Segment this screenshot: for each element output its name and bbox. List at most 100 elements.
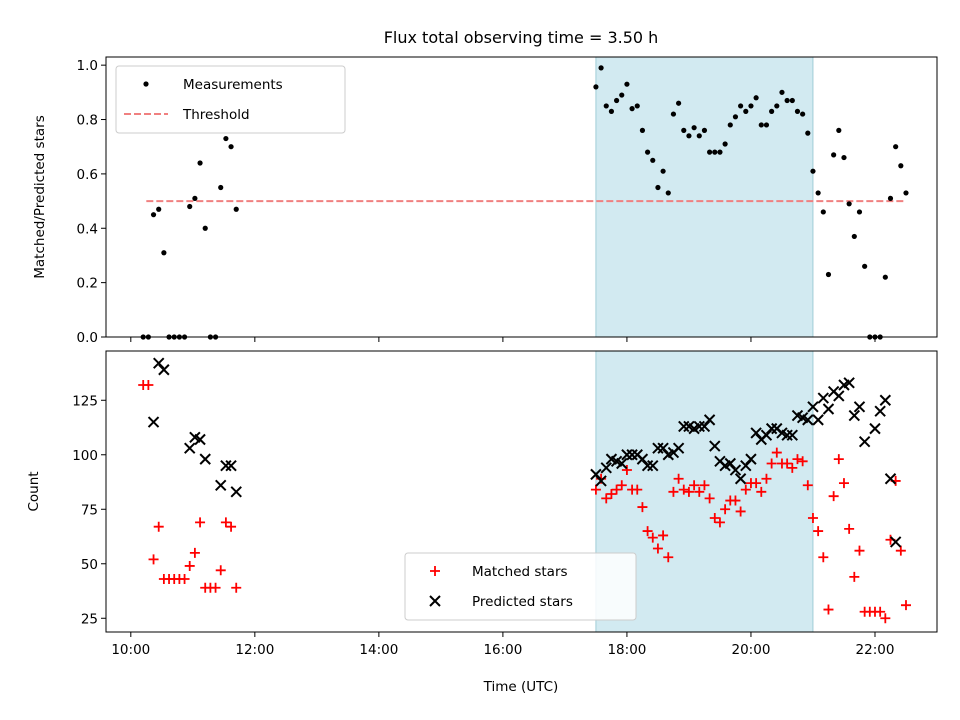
predicted-point — [889, 536, 902, 548]
measurement-point — [763, 122, 770, 128]
matched-point — [823, 604, 834, 615]
matched-point — [658, 530, 669, 541]
predicted-point — [230, 486, 242, 498]
x-tick-label: 12:00 — [235, 642, 274, 658]
matched-point — [153, 521, 164, 532]
legend-label: Predicted stars — [472, 594, 573, 610]
matched-point — [210, 582, 221, 593]
y-tick-label: 0.4 — [77, 221, 98, 237]
predicted-point — [703, 414, 716, 426]
predicted-point — [215, 479, 227, 491]
measurement-point — [150, 212, 157, 218]
matched-point — [642, 526, 653, 537]
predicted-point — [225, 459, 237, 472]
legend-measurements-marker — [143, 81, 149, 87]
matched-point — [771, 447, 782, 458]
measurement-point — [598, 65, 604, 71]
legend-matched-marker — [430, 566, 440, 576]
matched-point — [875, 606, 886, 617]
predicted-point — [678, 420, 690, 433]
bottom-panel: 25 50 75 100 125 10:00 12:00 14:00 16:00 18:00 20:… — [26, 350, 938, 658]
predicted-point — [672, 442, 685, 454]
predicted-point — [843, 377, 855, 389]
x-tick-label: 22:00 — [856, 642, 895, 658]
legend-predicted-marker — [429, 595, 441, 607]
predicted-point — [807, 401, 819, 413]
measurement-point — [228, 144, 234, 150]
matched-point — [652, 543, 663, 554]
measurement-point — [655, 184, 661, 191]
measurement-point — [202, 225, 208, 231]
predicted-point — [874, 405, 886, 417]
predicted-point — [734, 473, 747, 485]
matched-point — [231, 582, 242, 593]
predicted-point — [184, 442, 196, 454]
legend-box — [404, 552, 637, 621]
measurement-point — [836, 127, 842, 133]
predicted-point — [786, 429, 799, 441]
measurement-point — [898, 163, 904, 169]
matched-point — [220, 517, 231, 528]
measurement-point — [882, 274, 888, 280]
measurement-point — [743, 108, 749, 114]
measurement-point — [779, 89, 785, 95]
matched-point — [601, 493, 612, 504]
measurement-point — [717, 149, 723, 155]
measurement-point — [670, 111, 677, 117]
matched-point — [195, 517, 206, 528]
measurement-point — [686, 133, 692, 139]
predicted-point — [693, 420, 705, 433]
measurement-point — [862, 263, 868, 269]
matched-point — [782, 458, 793, 469]
measurement-point — [846, 201, 852, 207]
predicted-point — [220, 459, 232, 472]
measurement-point — [805, 130, 811, 136]
predicted-point — [781, 429, 793, 441]
measurement-point — [608, 108, 615, 114]
measurement-point — [820, 209, 826, 215]
measurement-point — [187, 203, 193, 210]
matched-point — [143, 380, 154, 391]
matched-point — [694, 486, 705, 497]
measurement-point — [841, 154, 847, 161]
measurement-point — [748, 103, 754, 109]
matched-point — [756, 486, 767, 497]
matched-point — [900, 600, 911, 611]
matched-point — [751, 478, 762, 489]
axes-frame — [105, 56, 938, 338]
x-axis-label: Time (UTC) — [483, 679, 559, 695]
predicted-point — [194, 433, 206, 446]
matched-point — [699, 480, 710, 491]
matched-point — [148, 554, 159, 565]
y-axis-label: Count — [26, 471, 42, 511]
legend-label: Threshold — [182, 107, 250, 123]
measurement-point — [712, 149, 718, 155]
predicted-point — [802, 414, 814, 426]
matched-point — [740, 484, 751, 495]
predicted-point — [147, 416, 160, 428]
measurement-point — [794, 108, 801, 114]
predicted-point — [616, 457, 628, 470]
measurement-point — [784, 97, 790, 104]
measurement-point — [701, 127, 708, 133]
measurement-point — [800, 111, 806, 117]
y-axis-label: Matched/Predicted stars — [32, 115, 48, 278]
legend-label: Matched stars — [472, 564, 568, 580]
matched-point — [802, 480, 813, 491]
measurement-point — [161, 250, 167, 256]
measurement-point — [593, 84, 599, 90]
measurement-point — [774, 103, 780, 109]
measurement-point — [629, 106, 635, 112]
predicted-point — [812, 414, 824, 426]
measurement-point — [732, 114, 739, 120]
predicted-point — [869, 422, 881, 435]
measurement-point — [619, 92, 625, 98]
measurement-point — [660, 168, 666, 174]
matched-point — [828, 491, 839, 502]
matched-point — [787, 462, 798, 473]
matched-point — [184, 560, 195, 571]
measurement-point — [722, 141, 728, 147]
matched-point — [880, 613, 891, 624]
matched-point — [792, 454, 803, 465]
y-tick-label: 0.0 — [77, 330, 98, 346]
